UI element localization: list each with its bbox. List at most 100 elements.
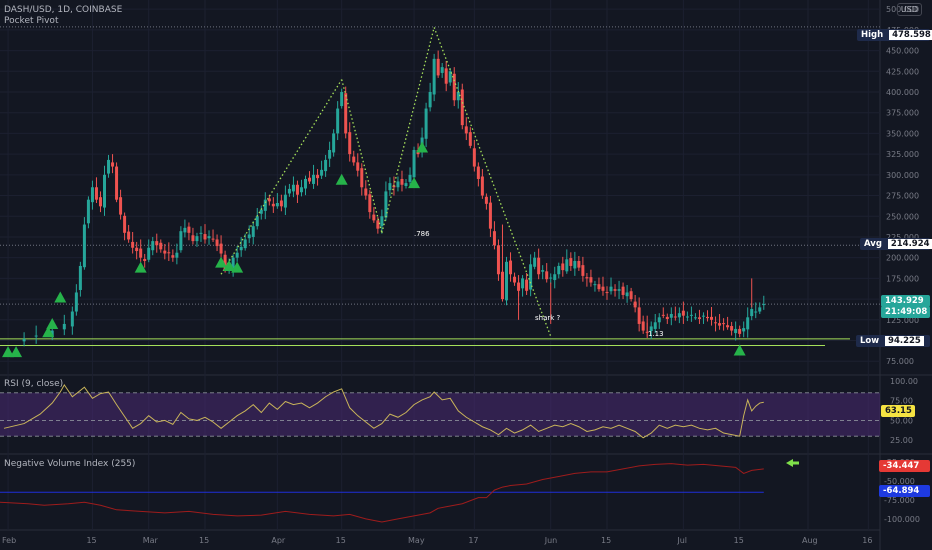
candle[interactable] — [585, 277, 589, 279]
candle[interactable] — [187, 226, 191, 233]
candle[interactable] — [577, 260, 581, 268]
candle[interactable] — [368, 194, 372, 213]
candle[interactable] — [312, 174, 316, 184]
candle[interactable] — [601, 286, 605, 291]
candle[interactable] — [344, 93, 348, 134]
candle[interactable] — [255, 216, 259, 227]
candle[interactable] — [569, 258, 573, 266]
candle[interactable] — [565, 259, 569, 272]
candle[interactable] — [251, 226, 255, 237]
candle[interactable] — [167, 252, 171, 254]
candle[interactable] — [295, 184, 299, 195]
candle[interactable] — [597, 284, 601, 290]
candle[interactable] — [677, 313, 681, 318]
candle[interactable] — [283, 194, 287, 208]
candle[interactable] — [320, 169, 324, 176]
candle[interactable] — [119, 197, 123, 215]
candle[interactable] — [263, 199, 267, 211]
candle[interactable] — [299, 187, 303, 193]
candle[interactable] — [235, 252, 239, 258]
candle[interactable] — [605, 292, 609, 294]
candle[interactable] — [464, 126, 468, 134]
candle[interactable] — [456, 91, 460, 101]
candle[interactable] — [693, 317, 697, 319]
candle[interactable] — [509, 260, 513, 275]
candle[interactable] — [211, 238, 215, 240]
candle[interactable] — [159, 242, 163, 250]
candle[interactable] — [480, 176, 484, 196]
candle[interactable] — [34, 335, 38, 337]
candle[interactable] — [537, 257, 541, 275]
candle[interactable] — [505, 261, 508, 301]
candle[interactable] — [175, 252, 179, 258]
candle[interactable] — [78, 265, 82, 290]
candle[interactable] — [22, 338, 26, 342]
candle[interactable] — [195, 236, 199, 242]
candle[interactable] — [533, 257, 537, 267]
candle[interactable] — [706, 316, 709, 319]
candle[interactable] — [681, 310, 685, 316]
candle[interactable] — [625, 292, 629, 297]
candle[interactable] — [549, 277, 553, 279]
candle[interactable] — [223, 254, 227, 270]
candle[interactable] — [139, 248, 143, 258]
candle[interactable] — [62, 323, 66, 330]
candle[interactable] — [557, 265, 561, 275]
candle[interactable] — [360, 168, 364, 188]
candle[interactable] — [400, 178, 404, 185]
candle[interactable] — [673, 316, 677, 318]
candle[interactable] — [633, 301, 637, 308]
candle[interactable] — [412, 149, 416, 178]
candle[interactable] — [70, 311, 74, 327]
candle[interactable] — [163, 250, 167, 254]
candle[interactable] — [718, 323, 722, 326]
candle[interactable] — [657, 317, 661, 323]
candle[interactable] — [90, 187, 94, 203]
candle[interactable] — [653, 322, 657, 329]
candle[interactable] — [649, 326, 653, 331]
candle[interactable] — [171, 255, 175, 258]
candle[interactable] — [324, 159, 328, 172]
candle[interactable] — [340, 91, 344, 107]
candle[interactable] — [231, 257, 235, 269]
candle[interactable] — [199, 232, 203, 234]
candle[interactable] — [372, 214, 376, 221]
candle[interactable] — [513, 276, 517, 283]
candle[interactable] — [356, 162, 360, 171]
candle[interactable] — [545, 271, 549, 280]
candle[interactable] — [74, 292, 78, 312]
candle[interactable] — [388, 183, 392, 191]
candle[interactable] — [408, 174, 412, 182]
time-axis[interactable]: Feb 15 Mar 15 Apr 15 May 17 Jun 15 Jul 15 Aug 16 — [2, 536, 872, 545]
candle[interactable] — [452, 73, 456, 101]
candle[interactable] — [219, 243, 223, 254]
candle[interactable] — [436, 58, 440, 76]
candle[interactable] — [111, 162, 115, 167]
candle[interactable] — [107, 159, 111, 174]
candle[interactable] — [641, 321, 645, 331]
candle[interactable] — [384, 191, 388, 218]
candle[interactable] — [529, 264, 533, 290]
candle[interactable] — [617, 289, 621, 291]
candle[interactable] — [581, 265, 585, 276]
candle[interactable] — [291, 184, 295, 192]
candle[interactable] — [589, 277, 593, 283]
candle[interactable] — [207, 236, 211, 239]
candle[interactable] — [352, 156, 356, 163]
candle[interactable] — [758, 307, 762, 312]
candle[interactable] — [316, 174, 320, 179]
candle[interactable] — [215, 239, 219, 247]
candle[interactable] — [203, 234, 207, 240]
candle[interactable] — [714, 322, 718, 324]
candle[interactable] — [271, 203, 275, 207]
candle[interactable] — [380, 216, 384, 227]
candle[interactable] — [750, 309, 754, 317]
candle[interactable] — [613, 289, 617, 291]
candle[interactable] — [573, 260, 577, 269]
candle[interactable] — [127, 231, 131, 240]
candle[interactable] — [103, 174, 106, 208]
candle[interactable] — [593, 284, 597, 286]
candle[interactable] — [275, 202, 279, 207]
candle[interactable] — [762, 304, 766, 306]
